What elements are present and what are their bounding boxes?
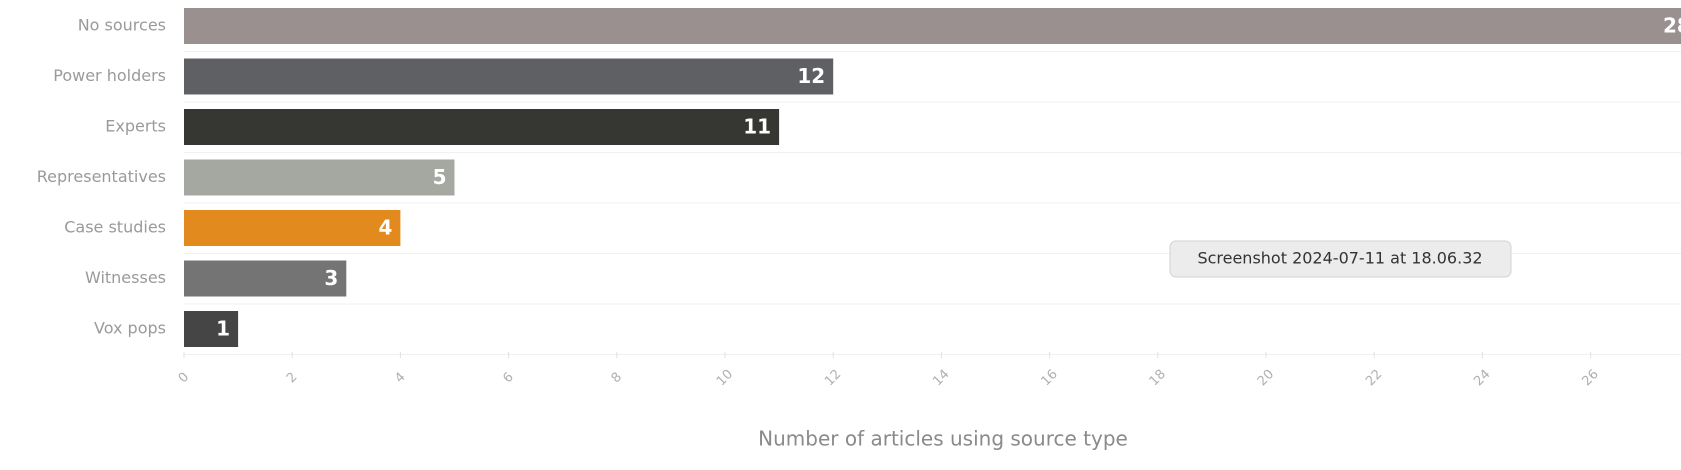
category-label: Vox pops xyxy=(94,319,166,338)
x-axis-title: Number of articles using source type xyxy=(758,427,1128,451)
bar xyxy=(184,159,455,196)
bar xyxy=(184,8,1681,44)
category-label: No sources xyxy=(78,16,166,35)
tooltip-box xyxy=(1169,240,1512,278)
value-label: 28 xyxy=(1663,14,1681,38)
tooltip: Screenshot 2024-07-11 at 18.06.32 xyxy=(1169,240,1512,278)
x-tick-label: 22 xyxy=(1363,367,1385,389)
x-tick-label: 24 xyxy=(1471,367,1493,389)
bar xyxy=(184,109,780,145)
value-label: 11 xyxy=(743,115,771,139)
category-label: Experts xyxy=(105,117,166,136)
x-tick-label: 14 xyxy=(930,367,952,389)
value-label: 1 xyxy=(216,317,230,341)
x-tick-label: 6 xyxy=(500,370,516,386)
value-label: 4 xyxy=(378,216,392,240)
value-label: 5 xyxy=(433,165,447,189)
bar xyxy=(184,58,834,95)
x-tick-label: 18 xyxy=(1147,367,1169,389)
x-tick-label: 12 xyxy=(822,367,844,389)
tooltip-text: Screenshot 2024-07-11 at 18.06.32 xyxy=(1197,249,1482,268)
bar xyxy=(184,311,239,347)
x-tick-label: 20 xyxy=(1255,367,1277,389)
x-tick-label: 16 xyxy=(1038,367,1060,389)
category-label: Power holders xyxy=(53,66,166,85)
category-label: Witnesses xyxy=(85,268,166,287)
value-label: 3 xyxy=(324,266,338,290)
x-tick-label: 2 xyxy=(284,370,300,386)
bar xyxy=(184,210,401,246)
category-label: Case studies xyxy=(64,218,166,237)
x-tick-label: 8 xyxy=(609,370,625,386)
x-tick-label: 4 xyxy=(392,370,408,386)
bar xyxy=(184,260,347,297)
category-label: Representatives xyxy=(37,167,166,186)
x-tick-label: 0 xyxy=(176,370,192,386)
value-label: 12 xyxy=(797,64,825,88)
x-tick-label: 26 xyxy=(1579,367,1601,389)
x-tick-label: 10 xyxy=(714,367,736,389)
